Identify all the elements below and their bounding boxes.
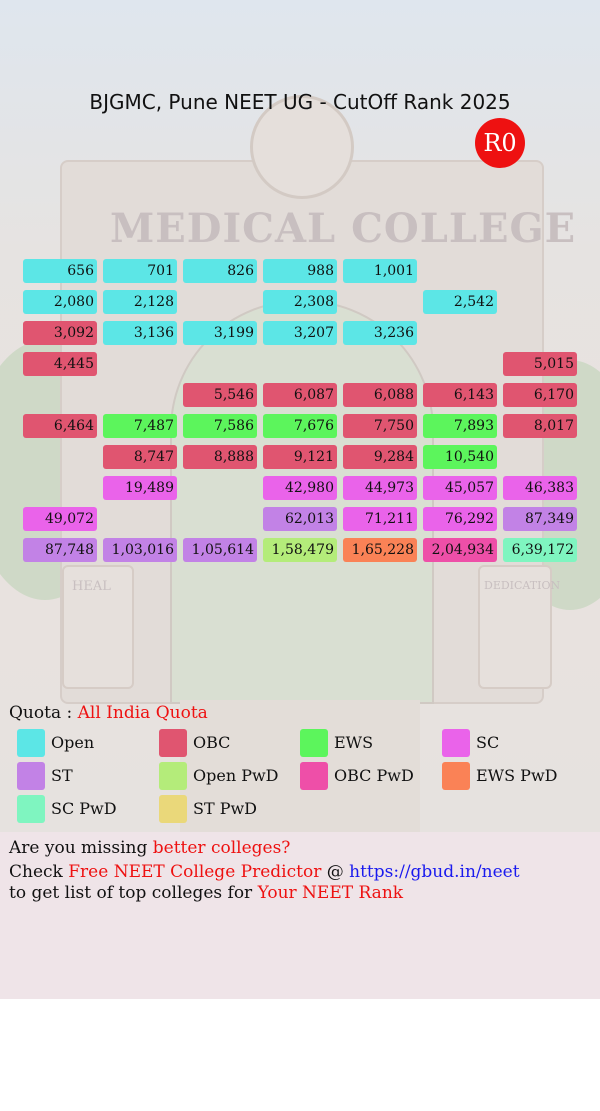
round-badge: R0 xyxy=(475,118,525,168)
legend-label: Open PwD xyxy=(193,766,279,785)
quota-line: Quota : All India Quota xyxy=(9,703,208,723)
legend-label: OBC xyxy=(193,733,231,752)
cutoff-cell: 8,017 xyxy=(503,414,577,438)
cutoff-cell: 19,489 xyxy=(103,476,177,500)
promo-line-3: to get list of top colleges for Your NEE… xyxy=(9,883,403,903)
promo-text: @ xyxy=(321,862,350,882)
legend-label: Open xyxy=(51,733,95,752)
promo-line-2: Check Free NEET College Predictor @ http… xyxy=(9,862,520,882)
cutoff-cell: 5,546 xyxy=(183,383,257,407)
legend-swatch xyxy=(17,795,45,823)
legend-swatch xyxy=(442,729,470,757)
cutoff-cell: 8,747 xyxy=(103,445,177,469)
promo-highlight: better colleges? xyxy=(152,838,291,858)
cutoff-cell: 656 xyxy=(23,259,97,283)
cutoff-cell: 4,445 xyxy=(23,352,97,376)
legend-label: EWS xyxy=(334,733,374,752)
legend-swatch xyxy=(17,762,45,790)
cutoff-cell: 87,748 xyxy=(23,538,97,562)
legend-swatch xyxy=(17,729,45,757)
bg-sign-text: MEDICAL COLLEGE xyxy=(110,205,577,252)
cutoff-cell: 7,750 xyxy=(343,414,417,438)
cutoff-cell: 2,080 xyxy=(23,290,97,314)
cutoff-cell: 49,072 xyxy=(23,507,97,531)
cutoff-cell: 6,087 xyxy=(263,383,337,407)
cutoff-cell: 44,973 xyxy=(343,476,417,500)
cutoff-cell: 6,39,172 xyxy=(503,538,577,562)
cutoff-cell: 62,013 xyxy=(263,507,337,531)
cutoff-cell: 2,542 xyxy=(423,290,497,314)
promo-line-1: Are you missing better colleges? xyxy=(9,838,290,858)
cutoff-cell: 42,980 xyxy=(263,476,337,500)
cutoff-cell: 5,015 xyxy=(503,352,577,376)
legend-swatch xyxy=(300,729,328,757)
legend-label: OBC PwD xyxy=(334,766,414,785)
legend-swatch xyxy=(159,795,187,823)
cutoff-cell: 7,487 xyxy=(103,414,177,438)
cutoff-cell: 87,349 xyxy=(503,507,577,531)
cutoff-cell: 6,464 xyxy=(23,414,97,438)
dedication-panel-text: DEDICATION xyxy=(484,579,561,592)
cutoff-cell: 1,58,479 xyxy=(263,538,337,562)
cutoff-cell: 71,211 xyxy=(343,507,417,531)
legend-swatch xyxy=(442,762,470,790)
cutoff-cell: 988 xyxy=(263,259,337,283)
predictor-url-link[interactable]: https://gbud.in/neet xyxy=(349,862,520,882)
cutoff-cell: 6,143 xyxy=(423,383,497,407)
cutoff-cell: 1,65,228 xyxy=(343,538,417,562)
quota-label: Quota : xyxy=(9,703,78,723)
cutoff-cell: 3,207 xyxy=(263,321,337,345)
cutoff-poster: MEDICAL COLLEGE HEAL DEDICATION BJGMC, P… xyxy=(0,0,600,832)
cutoff-cell: 7,586 xyxy=(183,414,257,438)
legend-label: ST xyxy=(51,766,73,785)
cutoff-cell: 10,540 xyxy=(423,445,497,469)
legend-label: ST PwD xyxy=(193,799,258,818)
legend-label: SC xyxy=(476,733,500,752)
cutoff-cell: 8,888 xyxy=(183,445,257,469)
predictor-link[interactable]: Free NEET College Predictor xyxy=(68,862,322,882)
cutoff-cell: 3,199 xyxy=(183,321,257,345)
caduceus-emblem-icon xyxy=(250,95,354,199)
legend-swatch xyxy=(159,762,187,790)
cutoff-cell: 6,170 xyxy=(503,383,577,407)
archway-illustration xyxy=(170,300,434,704)
cutoff-cell: 3,136 xyxy=(103,321,177,345)
cutoff-cell: 7,676 xyxy=(263,414,337,438)
cutoff-cell: 2,308 xyxy=(263,290,337,314)
promo-text: Check xyxy=(9,862,69,882)
cutoff-cell: 3,092 xyxy=(23,321,97,345)
cutoff-cell: 1,03,016 xyxy=(103,538,177,562)
cutoff-cell: 2,04,934 xyxy=(423,538,497,562)
page-title: BJGMC, Pune NEET UG - CutOff Rank 2025 xyxy=(89,90,511,114)
legend-label: EWS PwD xyxy=(476,766,558,785)
heal-panel-text: HEAL xyxy=(72,579,111,594)
cutoff-cell: 9,284 xyxy=(343,445,417,469)
cutoff-cell: 1,001 xyxy=(343,259,417,283)
promo-text: to get list of top colleges for xyxy=(9,883,258,903)
cutoff-cell: 826 xyxy=(183,259,257,283)
cutoff-cell: 9,121 xyxy=(263,445,337,469)
heal-panel: HEAL xyxy=(62,565,134,689)
cutoff-cell: 1,05,614 xyxy=(183,538,257,562)
cutoff-cell: 76,292 xyxy=(423,507,497,531)
cutoff-cell: 701 xyxy=(103,259,177,283)
legend-label: SC PwD xyxy=(51,799,117,818)
legend-swatch xyxy=(300,762,328,790)
promo-section: Are you missing better colleges? Check F… xyxy=(0,832,600,999)
legend-swatch xyxy=(159,729,187,757)
cutoff-cell: 2,128 xyxy=(103,290,177,314)
promo-text: Are you missing xyxy=(9,838,153,858)
quota-value: All India Quota xyxy=(77,703,208,723)
cutoff-cell: 7,893 xyxy=(423,414,497,438)
dedication-panel: DEDICATION xyxy=(478,565,560,689)
cutoff-cell: 3,236 xyxy=(343,321,417,345)
cutoff-cell: 6,088 xyxy=(343,383,417,407)
promo-highlight: Your NEET Rank xyxy=(257,883,404,903)
cutoff-cell: 45,057 xyxy=(423,476,497,500)
cutoff-cell: 46,383 xyxy=(503,476,577,500)
